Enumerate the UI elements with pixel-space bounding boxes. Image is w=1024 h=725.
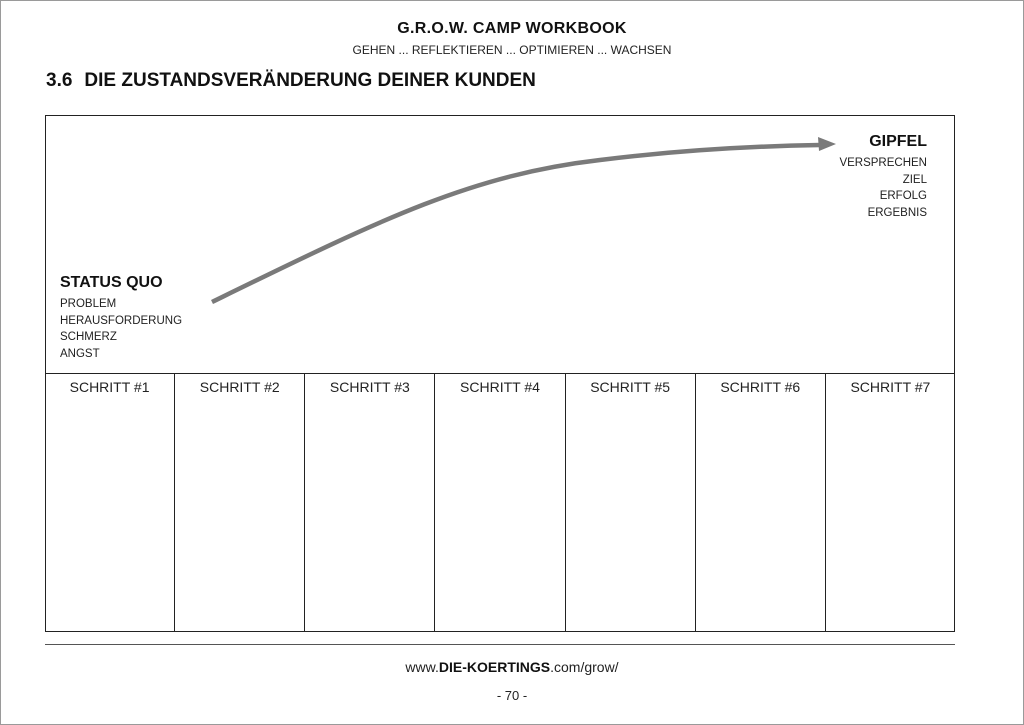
footer-url: www.DIE-KOERTINGS.com/grow/ — [0, 659, 1024, 675]
gipfel-item: VERSPRECHEN — [839, 157, 927, 169]
document-subtitle: GEHEN ... REFLEKTIEREN ... OPTIMIEREN ..… — [352, 43, 672, 57]
status-quo-item: PROBLEM — [60, 298, 117, 310]
step-column-6: SCHRITT #6 — [696, 374, 826, 632]
step-column-4: SCHRITT #4 — [435, 374, 566, 632]
footer-url-brand: DIE-KOERTINGS — [438, 659, 551, 675]
status-quo-item: HERAUSFORDERUNG — [60, 314, 183, 327]
status-quo-item: ANGST — [60, 347, 100, 360]
gipfel-item: ERFOLG — [879, 190, 927, 202]
step-column-5: SCHRITT #5 — [566, 374, 696, 632]
step-column-2: SCHRITT #2 — [175, 374, 306, 632]
footer-url-suffix: .com/grow/ — [550, 659, 619, 675]
section-number: 3.6 — [46, 70, 73, 91]
document-title: G.R.O.W. CAMP WORKBOOK — [397, 20, 627, 37]
footer-divider — [45, 644, 955, 645]
status-quo-list: PROBLEM HERAUSFORDERUNG SCHMERZ ANGST — [60, 296, 182, 362]
progress-arrow-curve — [211, 142, 821, 305]
section-heading: 3.6 DIE ZUSTANDSVERÄNDERUNG DEINER KUNDEN — [46, 70, 536, 92]
footer-url-prefix: www. — [405, 659, 439, 675]
section-title: DIE ZUSTANDSVERÄNDERUNG DEINER KUNDEN — [84, 70, 536, 91]
steps-row: SCHRITT #1 SCHRITT #2 SCHRITT #3 SCHRITT… — [45, 373, 955, 632]
gipfel-list: VERSPRECHEN ZIEL ERFOLG ERGEBNIS — [839, 155, 927, 221]
page-number: - 70 - — [496, 688, 528, 703]
gipfel-item: ZIEL — [902, 173, 927, 186]
gipfel-title: GIPFEL — [869, 133, 927, 150]
arrow-head-icon — [818, 137, 836, 151]
gipfel-item: ERGEBNIS — [867, 206, 927, 219]
status-quo-item: SCHMERZ — [60, 331, 117, 343]
status-quo-title: STATUS QUO — [60, 274, 163, 291]
step-column-3: SCHRITT #3 — [305, 374, 436, 632]
step-column-1: SCHRITT #1 — [45, 374, 176, 632]
step-column-7: SCHRITT #7 — [850, 379, 931, 395]
